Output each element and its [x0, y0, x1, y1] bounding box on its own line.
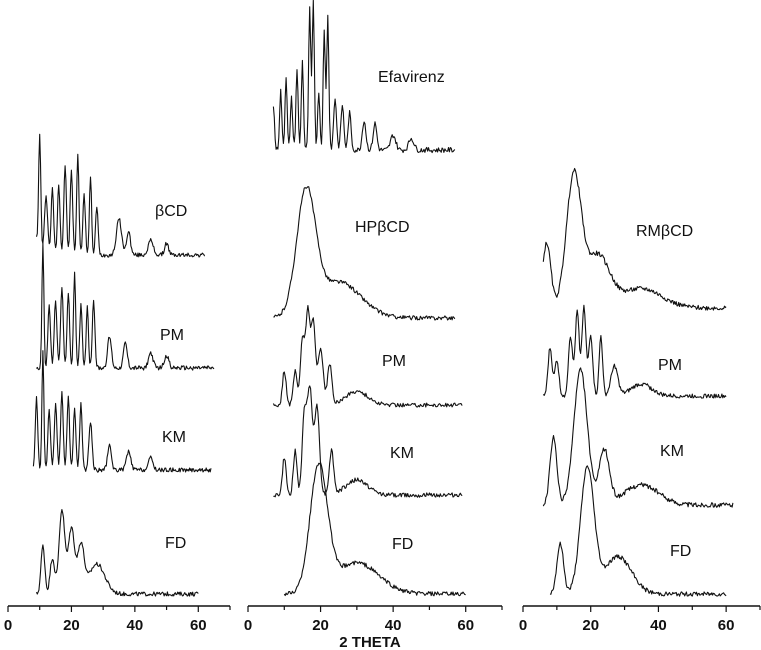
trace-label-right-1: PM: [658, 357, 682, 374]
trace-label-middle-1: HPβCD: [355, 219, 410, 236]
trace-label-middle-3: KM: [390, 445, 414, 462]
xrd-trace-middle-3: [273, 385, 463, 498]
x-tick-label-right-40: 40: [650, 617, 667, 634]
x-tick-label-middle-20: 20: [312, 617, 329, 634]
x-tick-label-middle-60: 60: [457, 617, 474, 634]
x-axis-label: 2 THETA: [339, 634, 401, 650]
trace-label-left-3: FD: [165, 535, 186, 552]
xrd-trace-middle-2: [272, 304, 463, 408]
xrd-trace-right-2: [542, 367, 734, 508]
trace-label-middle-2: PM: [382, 353, 406, 370]
trace-label-middle-0: Efavirenz: [378, 69, 445, 86]
xrd-trace-right-3: [549, 465, 727, 597]
x-tick-label-right-0: 0: [519, 617, 527, 634]
x-tick-label-right-20: 20: [582, 617, 599, 634]
trace-label-left-0: βCD: [155, 203, 187, 220]
trace-label-right-3: FD: [670, 543, 691, 560]
xrd-trace-left-2: [32, 350, 212, 473]
xrd-trace-right-0: [542, 167, 727, 311]
x-tick-label-left-40: 40: [127, 617, 144, 634]
x-tick-label-right-60: 60: [718, 617, 735, 634]
xrd-trace-middle-1: [273, 186, 456, 321]
x-tick-label-left-60: 60: [190, 617, 207, 634]
trace-label-left-1: PM: [160, 327, 184, 344]
xrd-trace-middle-4: [283, 462, 466, 597]
x-tick-label-middle-0: 0: [244, 617, 252, 634]
xrd-trace-right-1: [542, 304, 727, 399]
trace-label-right-2: KM: [660, 443, 684, 460]
trace-label-left-2: KM: [162, 429, 186, 446]
x-tick-label-left-0: 0: [4, 617, 12, 634]
xrd-trace-middle-0: [272, 0, 456, 154]
trace-label-right-0: RMβCD: [636, 223, 693, 240]
xrd-trace-left-0: [35, 133, 206, 258]
x-tick-label-middle-40: 40: [385, 617, 402, 634]
trace-label-middle-4: FD: [392, 536, 413, 553]
x-tick-label-left-20: 20: [63, 617, 80, 634]
xrd-trace-left-3: [35, 509, 199, 597]
xrd-trace-left-1: [36, 242, 215, 371]
